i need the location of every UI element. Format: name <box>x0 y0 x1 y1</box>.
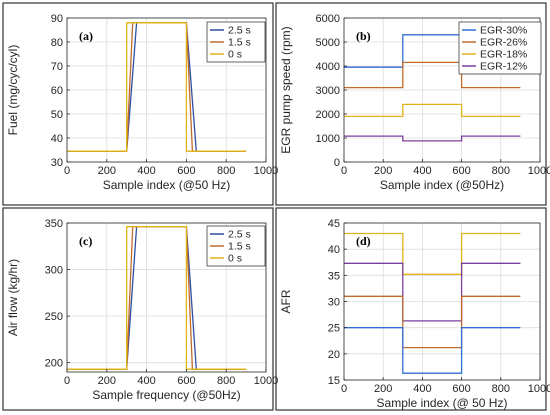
y-tick-label: 20 <box>328 349 340 361</box>
y-tick-label: 350 <box>45 218 63 230</box>
x-tick-label: 1000 <box>528 165 550 177</box>
x-tick-label: 400 <box>137 375 155 387</box>
series-line-4 <box>344 135 521 142</box>
x-tick-label: 0 <box>64 165 70 177</box>
y-tick-label: 6000 <box>316 13 340 25</box>
y-axis-label: AFR <box>279 289 293 313</box>
x-axis-label: Sample index (@50Hz) <box>380 178 504 192</box>
legend: EGR-30%EGR-26%EGR-18%EGR-12% <box>458 21 542 75</box>
panel-label: (a) <box>79 29 93 43</box>
x-tick-label: 0 <box>64 375 70 387</box>
x-tick-label: 600 <box>452 383 470 395</box>
panel-label: (c) <box>79 234 92 248</box>
y-tick-label: 250 <box>45 311 63 323</box>
y-tick-label: 300 <box>45 265 63 277</box>
panel-label: (b) <box>356 29 371 43</box>
x-axis-label: Sample index (@50 Hz) <box>103 178 231 192</box>
y-tick-label: 80 <box>51 37 63 49</box>
x-axis-label: Sample index (@ 50 Hz) <box>377 396 508 410</box>
legend-entry: EGR-12% <box>480 61 527 73</box>
legend-entry: EGR-18% <box>480 49 527 61</box>
y-tick-label: 4000 <box>316 61 340 73</box>
panel-border <box>2 207 274 411</box>
x-tick-label: 1000 <box>528 383 550 395</box>
y-tick-label: 3000 <box>316 85 340 97</box>
panel-border <box>275 2 547 206</box>
x-axis-label: Sample frequency (@50Hz) <box>92 388 240 402</box>
x-tick-label: 0 <box>341 383 347 395</box>
y-axis-label: Air flow (kg/hr) <box>6 259 20 336</box>
y-tick-label: 35 <box>328 270 340 282</box>
legend-entry: 1.5 s <box>228 241 251 253</box>
axes-frame <box>66 222 267 373</box>
legend-entry: 2.5 s <box>228 25 251 37</box>
y-tick-label: 30 <box>51 157 63 169</box>
chart-panel-4: 0 200 400 600 800 1000 15 20 25 30 35 40 45 Sample in… <box>275 207 550 411</box>
legend: 2.5 s1.5 s0 s <box>206 225 266 267</box>
y-tick-label: 50 <box>51 109 63 121</box>
series-line-3 <box>67 22 247 152</box>
series-line-4 <box>344 327 521 374</box>
x-tick-label: 400 <box>413 165 431 177</box>
y-tick-label: 40 <box>328 244 340 256</box>
x-tick-label: 200 <box>374 383 392 395</box>
y-tick-label: 2000 <box>316 109 340 121</box>
chart-panel-2: 0 200 400 600 800 1000 0 1000 2000 3000 4000 5000 60… <box>275 2 550 206</box>
y-tick-label: 25 <box>328 323 340 335</box>
y-tick-label: 45 <box>328 218 340 230</box>
y-tick-label: 15 <box>328 375 340 387</box>
y-tick-label: 30 <box>328 297 340 309</box>
legend: 2.5 s1.5 s0 s <box>206 21 266 63</box>
legend-entry: EGR-26% <box>480 37 527 49</box>
legend-entry: EGR-30% <box>480 25 527 37</box>
y-tick-label: 90 <box>51 13 63 25</box>
x-tick-label: 600 <box>452 165 470 177</box>
series-line-2 <box>344 61 521 89</box>
y-tick-label: 1000 <box>316 133 340 145</box>
legend-entry: 0 s <box>228 49 242 61</box>
x-tick-label: 200 <box>98 375 116 387</box>
x-tick-label: 600 <box>177 165 195 177</box>
legend-entry: 2.5 s <box>228 229 251 241</box>
chart-panel-1: 0 200 400 600 800 1000 30 40 50 60 70 80 90 Sample in… <box>2 2 278 206</box>
y-tick-label: 200 <box>45 358 63 370</box>
series-line-3 <box>344 295 521 349</box>
legend-entry: 0 s <box>228 253 242 265</box>
x-tick-label: 1000 <box>254 375 278 387</box>
x-tick-label: 200 <box>374 165 392 177</box>
x-tick-label: 0 <box>341 165 347 177</box>
series-line-2 <box>344 262 521 322</box>
x-tick-label: 800 <box>492 165 510 177</box>
series-line-1 <box>344 232 521 275</box>
y-tick-label: 5000 <box>316 37 340 49</box>
y-tick-label: 0 <box>334 157 340 169</box>
y-tick-label: 40 <box>51 133 63 145</box>
panel-border <box>275 207 547 411</box>
series-line-3 <box>344 103 521 118</box>
x-tick-label: 800 <box>217 165 235 177</box>
x-tick-label: 1000 <box>254 165 278 177</box>
series-line-3 <box>67 226 247 370</box>
x-tick-label: 400 <box>413 383 431 395</box>
x-tick-label: 400 <box>137 165 155 177</box>
x-tick-label: 600 <box>177 375 195 387</box>
x-tick-label: 800 <box>217 375 235 387</box>
y-axis-label: EGR pump speed (rpm) <box>279 26 293 153</box>
x-tick-label: 200 <box>98 165 116 177</box>
x-tick-label: 800 <box>492 383 510 395</box>
panel-label: (d) <box>356 234 371 248</box>
y-axis-label: Fuel (mg/cyc/cyl) <box>6 45 20 136</box>
legend-entry: 1.5 s <box>228 37 251 49</box>
legend-box <box>206 21 266 63</box>
y-tick-label: 60 <box>51 85 63 97</box>
panel-border <box>2 2 274 206</box>
y-tick-label: 70 <box>51 61 63 73</box>
